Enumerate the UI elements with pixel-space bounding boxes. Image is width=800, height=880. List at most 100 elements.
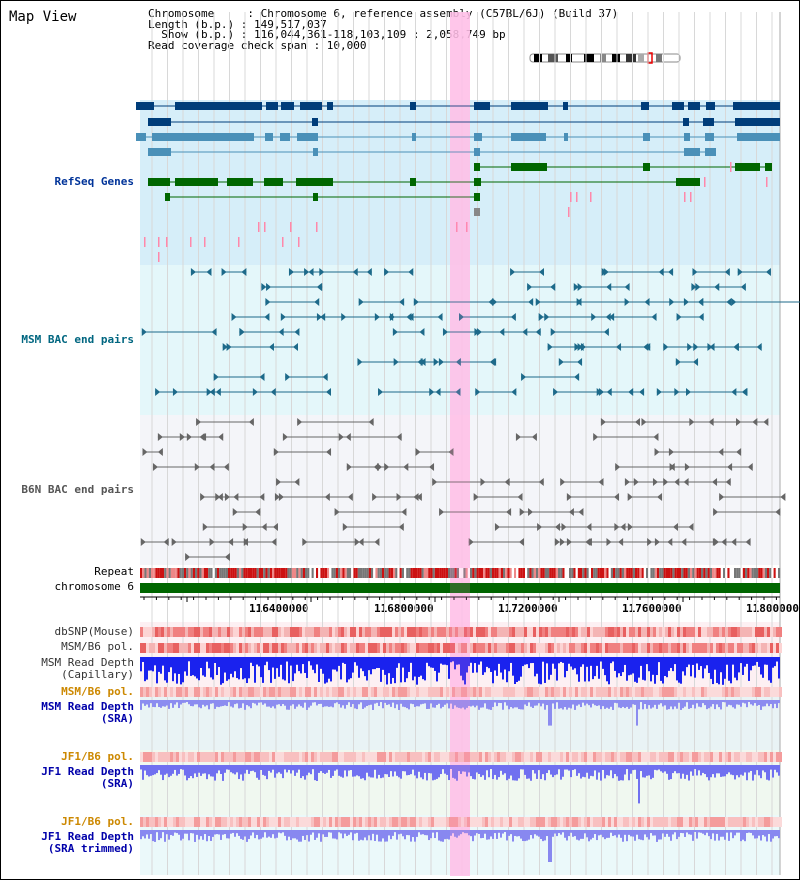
msm-capillary-depth-bar bbox=[176, 657, 178, 684]
msm-sra-depth-bar bbox=[524, 700, 526, 705]
polymorphism-cell bbox=[470, 687, 473, 697]
jf1-sra-depth-bar bbox=[288, 765, 290, 770]
polymorphism-cell bbox=[662, 817, 665, 827]
jf1-sra-depth-bar bbox=[304, 765, 306, 780]
jf1-sra-depth-bar bbox=[548, 765, 550, 771]
gene-exon bbox=[410, 102, 416, 110]
polymorphism-cell bbox=[503, 627, 506, 637]
msm-capillary-depth-bar bbox=[212, 657, 214, 680]
polymorphism-cell bbox=[467, 643, 470, 653]
msm-bac-end bbox=[288, 268, 294, 276]
label-jf1-read-depth-trimmed: JF1 Read Depth (SRA trimmed) bbox=[0, 831, 134, 855]
msm-capillary-depth-bar bbox=[442, 657, 444, 665]
polymorphism-cell bbox=[389, 752, 392, 762]
polymorphism-cell bbox=[584, 643, 587, 653]
pseudo-gene-tick bbox=[576, 192, 578, 202]
polymorphism-cell bbox=[188, 817, 191, 827]
msm-capillary-depth-bar bbox=[652, 657, 654, 675]
jf1-trim-depth-bar bbox=[612, 830, 614, 836]
polymorphism-cell bbox=[323, 817, 326, 827]
msm-sra-depth-bar bbox=[284, 700, 286, 706]
jf1-trim-depth-bar bbox=[254, 830, 256, 839]
jf1-sra-depth-bar bbox=[666, 765, 668, 774]
polymorphism-cell bbox=[515, 817, 518, 827]
jf1-trim-depth-bar bbox=[308, 830, 310, 842]
msm-sra-depth-bar bbox=[756, 700, 758, 706]
msm-capillary-depth-bar bbox=[598, 657, 600, 679]
msm-capillary-depth-bar bbox=[684, 657, 686, 676]
repeat-element bbox=[166, 568, 169, 578]
polymorphism-cell bbox=[320, 643, 323, 653]
msm-sra-depth-bar bbox=[538, 700, 540, 704]
gene-exon bbox=[563, 102, 568, 110]
msm-sra-depth-bar bbox=[574, 700, 576, 710]
repeat-element bbox=[580, 568, 583, 578]
polymorphism-cell bbox=[578, 627, 581, 637]
chromosome-ideogram[interactable] bbox=[528, 52, 684, 64]
jf1-sra-depth-bar bbox=[622, 765, 624, 781]
polymorphism-cell bbox=[644, 643, 647, 653]
msm-capillary-depth-bar bbox=[360, 657, 362, 669]
label-b6n-bac-end-pairs[interactable]: B6N BAC end pairs bbox=[21, 483, 134, 496]
jf1-trim-depth-bar bbox=[178, 830, 180, 835]
msm-sra-depth-bar bbox=[294, 700, 296, 709]
msm-capillary-depth-bar bbox=[624, 657, 626, 665]
msm-capillary-depth-bar bbox=[644, 657, 646, 681]
polymorphism-cell bbox=[407, 752, 410, 762]
label-msm-bac-end-pairs[interactable]: MSM BAC end pairs bbox=[21, 333, 134, 346]
polymorphism-cell bbox=[398, 752, 401, 762]
msm-capillary-depth-bar bbox=[460, 657, 462, 676]
msm-sra-depth-bar bbox=[172, 700, 174, 708]
msm-capillary-depth-bar bbox=[688, 657, 690, 665]
ideogram-band bbox=[626, 54, 636, 62]
b6n-bac-end bbox=[578, 508, 584, 516]
jf1-sra-depth-bar bbox=[214, 765, 216, 781]
jf1-trim-depth-bar bbox=[768, 830, 770, 835]
msm-capillary-depth-bar bbox=[526, 657, 528, 665]
label-refseq-genes[interactable]: RefSeq Genes bbox=[54, 175, 134, 188]
b6n-bac-end bbox=[326, 448, 332, 456]
polymorphism-cell bbox=[587, 687, 590, 697]
coverage-span-line: Read coverage check span : 10,000 bbox=[148, 38, 367, 52]
polymorphism-cell bbox=[200, 752, 203, 762]
msm-capillary-depth-bar bbox=[140, 657, 142, 672]
polymorphism-cell bbox=[272, 687, 275, 697]
polymorphism-cell bbox=[752, 643, 755, 653]
b6n-bac-end bbox=[276, 478, 282, 486]
msm-capillary-depth-bar bbox=[510, 657, 512, 663]
polymorphism-cell bbox=[605, 687, 608, 697]
polymorphism-cell bbox=[740, 643, 743, 653]
msm-sra-depth-bar bbox=[216, 700, 218, 707]
polymorphism-cell bbox=[707, 687, 710, 697]
repeat-element bbox=[144, 568, 147, 578]
msm-capillary-depth-bar bbox=[158, 657, 160, 672]
jf1-trim-depth-bar bbox=[774, 830, 776, 837]
polymorphism-cell bbox=[566, 817, 569, 827]
polymorphism-cell bbox=[614, 643, 617, 653]
polymorphism-cell bbox=[440, 627, 443, 637]
jf1-trim-depth-bar bbox=[176, 830, 178, 834]
polymorphism-cell bbox=[776, 643, 779, 653]
polymorphism-cell bbox=[653, 643, 656, 653]
jf1-sra-depth-bar bbox=[294, 765, 296, 776]
jf1-trim-depth-bar bbox=[536, 830, 538, 836]
repeat-element bbox=[423, 568, 426, 578]
repeat-element bbox=[373, 568, 376, 578]
polymorphism-cell bbox=[611, 752, 614, 762]
jf1-sra-depth-bar bbox=[576, 765, 578, 776]
polymorphism-cell bbox=[449, 687, 452, 697]
polymorphism-cell bbox=[737, 643, 740, 653]
jf1-trim-depth-bar bbox=[310, 830, 312, 835]
msm-sra-depth-bar bbox=[246, 700, 248, 706]
polymorphism-cell bbox=[572, 627, 575, 637]
repeat-element bbox=[140, 568, 143, 578]
jf1-trim-depth-bar bbox=[622, 830, 624, 842]
msm-bac-end bbox=[707, 343, 713, 351]
polymorphism-cell bbox=[770, 817, 773, 827]
polymorphism-cell bbox=[674, 817, 677, 827]
jf1-sra-depth-bar bbox=[284, 765, 286, 770]
msm-capillary-depth-bar bbox=[494, 657, 496, 671]
jf1-trim-depth-bar bbox=[478, 830, 480, 834]
repeat-element bbox=[522, 568, 525, 578]
